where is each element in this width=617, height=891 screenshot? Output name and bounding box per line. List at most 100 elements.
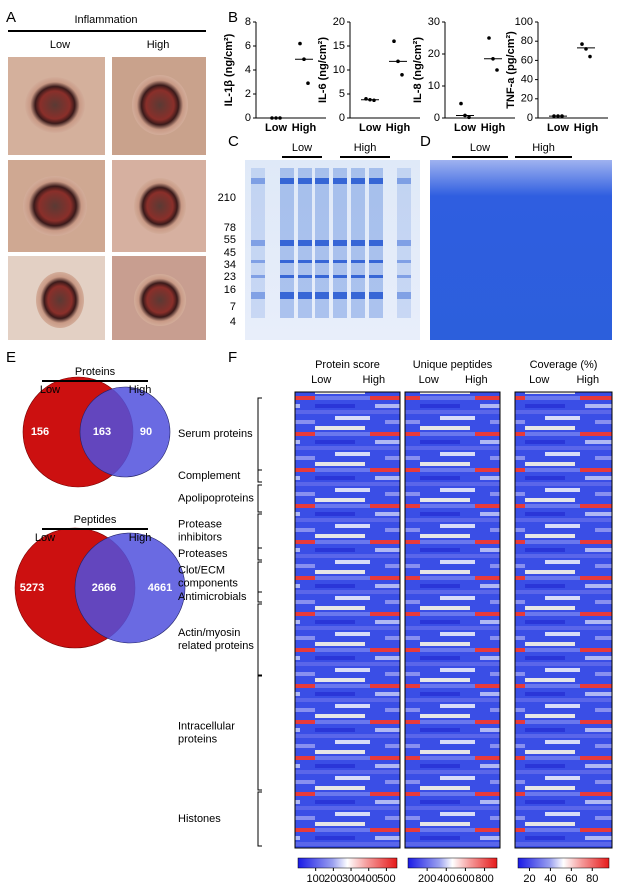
bracket xyxy=(257,675,262,791)
band xyxy=(369,260,383,263)
set-label: High xyxy=(129,384,152,396)
point xyxy=(400,73,404,77)
band xyxy=(397,240,411,246)
mw-marker: 210 xyxy=(218,192,236,204)
band xyxy=(251,260,265,263)
band xyxy=(315,240,329,246)
y-tick-label: 0 xyxy=(434,112,440,124)
band xyxy=(280,240,294,246)
mw-marker: 23 xyxy=(224,271,236,283)
gel-d xyxy=(430,160,612,340)
row-group-label: Antimicrobials xyxy=(178,591,247,603)
group-label: High xyxy=(465,374,488,386)
group-label: High xyxy=(576,374,599,386)
group-label: Low xyxy=(529,374,549,386)
band xyxy=(315,292,329,299)
gel-c xyxy=(245,160,420,340)
band xyxy=(280,178,294,184)
bracket xyxy=(257,791,262,847)
group-label: Low xyxy=(470,142,490,154)
colorbar-tick-label: 800 xyxy=(475,873,493,885)
bracket xyxy=(257,561,262,593)
x-tick-label: High xyxy=(481,122,506,134)
row-group-label: Clot/ECM xyxy=(178,564,225,576)
column-title: Protein score xyxy=(315,359,380,371)
colorbar-tick-label: 300 xyxy=(342,873,360,885)
bracket xyxy=(257,484,262,513)
band xyxy=(333,260,347,263)
x-tick-label: Low xyxy=(359,122,381,134)
venn-count: 4661 xyxy=(148,582,172,594)
row-group-label: components xyxy=(178,577,238,589)
y-axis-label: IL-1β (ng/cm²) xyxy=(223,33,235,106)
colorbar-tick-label: 20 xyxy=(523,873,535,885)
bracket xyxy=(257,603,262,676)
colorbar xyxy=(517,857,610,869)
row-group-label: Proteases xyxy=(178,548,228,560)
colorbar-tick-label: 200 xyxy=(324,873,342,885)
band xyxy=(251,292,265,299)
x-tick-label: High xyxy=(386,122,411,134)
colorbar-tick-label: 60 xyxy=(565,873,577,885)
panel-label: A xyxy=(6,9,16,26)
venn-count: 90 xyxy=(140,426,152,438)
y-tick-label: 8 xyxy=(245,16,251,28)
y-axis-label: IL-8 (ng/cm²) xyxy=(412,37,424,103)
mw-marker: 4 xyxy=(230,316,236,328)
band xyxy=(369,178,383,184)
group-label: Low xyxy=(311,374,331,386)
venn-count: 163 xyxy=(93,426,111,438)
bracket xyxy=(257,513,262,549)
band xyxy=(280,260,294,263)
colorbar-tick-label: 200 xyxy=(418,873,436,885)
mw-marker: 16 xyxy=(224,284,236,296)
point xyxy=(487,36,491,40)
band xyxy=(298,292,312,299)
panel-label: D xyxy=(420,133,431,150)
row-group-label: Actin/myosin xyxy=(178,627,240,639)
column-title: Unique peptides xyxy=(413,359,493,371)
y-tick-label: 40 xyxy=(521,74,533,86)
band xyxy=(351,178,365,184)
band xyxy=(315,260,329,263)
band xyxy=(315,178,329,184)
venn-title: Proteins xyxy=(75,366,116,378)
band xyxy=(351,275,365,278)
band xyxy=(351,240,365,246)
group-label: High xyxy=(362,374,385,386)
row-group-label: inhibitors xyxy=(178,531,223,543)
colorbar-tick-label: 100 xyxy=(306,873,324,885)
colorbar-tick-label: 500 xyxy=(377,873,395,885)
band xyxy=(397,292,411,299)
band xyxy=(298,260,312,263)
row-group-label: proteins xyxy=(178,733,218,745)
row-group-label: Serum proteins xyxy=(178,428,253,440)
band xyxy=(333,240,347,246)
set-label: Low xyxy=(40,384,60,396)
panel-label: C xyxy=(228,133,239,150)
band xyxy=(251,240,265,246)
colorbar xyxy=(407,857,498,869)
point xyxy=(459,101,463,106)
band xyxy=(333,292,347,299)
y-tick-label: 100 xyxy=(515,16,533,28)
row-group-label: Intracellular xyxy=(178,720,235,732)
band xyxy=(251,178,265,184)
y-tick-label: 0 xyxy=(527,112,533,124)
y-tick-label: 20 xyxy=(428,48,440,60)
colorbar-tick-label: 400 xyxy=(360,873,378,885)
y-tick-label: 5 xyxy=(339,88,345,100)
row-group-label: related proteins xyxy=(178,640,254,652)
band xyxy=(298,275,312,278)
x-tick-label: Low xyxy=(454,122,476,134)
y-tick-label: 10 xyxy=(428,80,440,92)
colorbar xyxy=(297,857,398,869)
set-label: High xyxy=(129,532,152,544)
bracket xyxy=(257,397,262,471)
y-tick-label: 60 xyxy=(521,54,533,66)
venn-count: 2666 xyxy=(92,582,116,594)
heatmap-coverage xyxy=(514,391,613,849)
mw-marker: 34 xyxy=(224,259,236,271)
mw-marker: 55 xyxy=(224,234,236,246)
y-tick-label: 30 xyxy=(428,16,440,28)
